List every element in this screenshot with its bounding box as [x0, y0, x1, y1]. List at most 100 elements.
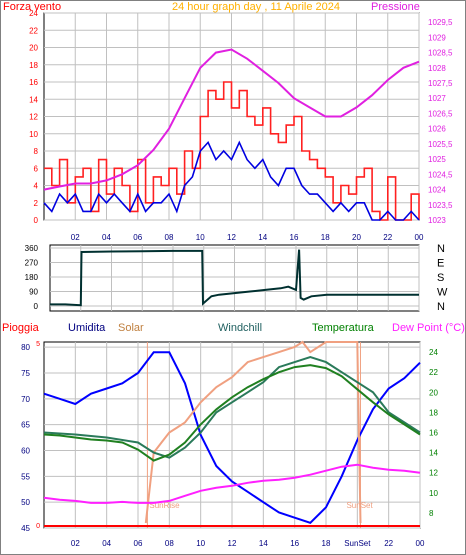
panel3-y-tick: 65 — [21, 421, 30, 430]
rain-label: Pioggia — [2, 322, 40, 334]
windchill-label: Windchill — [218, 322, 262, 334]
dewpoint-label: Dew Point (°C) — [392, 322, 465, 334]
panel1-x-tick: 08 — [165, 233, 174, 242]
panel1-x-tick: 00 — [415, 233, 424, 242]
panel3-x-tick: 02 — [71, 539, 80, 548]
panel1-x-tick: 22 — [383, 233, 392, 242]
panel1-y2-tick: 1023,5 — [428, 201, 453, 210]
panel3-rain-tick: 0 — [36, 523, 40, 530]
panel1-x-tick: 20 — [352, 233, 361, 242]
panel1-ticks: 02 04 06 08 10 12 14 16 18 20 22 000246810121416182… — [29, 9, 453, 242]
panel2-compass-label: E — [437, 258, 444, 270]
panel1-y-tick: 24 — [29, 9, 38, 18]
panel1-y2-tick: 1025 — [428, 155, 446, 164]
panel3-y2-tick: 12 — [429, 469, 438, 478]
panel2-ticks: 0 N 90 W 180 S 270 E 360 N — [25, 243, 448, 313]
panel1-y2-tick: 1028,5 — [428, 49, 453, 58]
panel1-y2-tick: 1029,5 — [428, 18, 453, 27]
panel1-y2-tick: 1026,5 — [428, 109, 453, 118]
panel1-x-tick: 04 — [102, 233, 111, 242]
wind-direction-panel: 0 N 90 W 180 S 270 E 360 N — [25, 243, 448, 313]
panel2-y-tick: 180 — [25, 273, 39, 282]
panel3-y2-tick: 24 — [429, 348, 438, 357]
panel3-y2-tick: 22 — [429, 368, 438, 377]
panel1-y-tick: 4 — [34, 182, 39, 191]
panel3-y-tick: 75 — [21, 369, 30, 378]
panel1-title: 24 hour graph day , 11 Aprile 2024 — [172, 1, 340, 13]
panel3-ticks: 02 04 06 08 10 12 14 16 18 SunSet 22 00455055606570… — [21, 341, 438, 548]
panel3-rain-tick: 5 — [36, 341, 40, 348]
panel3-x-tick: SunSet — [344, 539, 371, 548]
panel2-grid — [50, 245, 420, 311]
panel1-series-forza-vento — [44, 81, 420, 221]
temperature-label: Temperatura — [312, 322, 375, 334]
panel2-compass-label: W — [437, 287, 448, 299]
panel1-y-tick: 0 — [34, 216, 39, 225]
panel3-x-tick: 08 — [165, 539, 174, 548]
panel2-compass-label: S — [437, 272, 444, 284]
panel3-y2-tick: 10 — [429, 489, 438, 498]
panel1-series-wind — [43, 140, 420, 221]
panel3-x-tick: 00 — [416, 539, 425, 548]
panel1-x-tick: 10 — [196, 233, 205, 242]
panel1-y-tick: 14 — [29, 95, 38, 104]
panel1-y-tick: 6 — [34, 164, 39, 173]
panel1-y-tick: 8 — [34, 147, 39, 156]
panel2-compass-label: N — [437, 243, 445, 255]
panel3-y2-tick: 14 — [429, 449, 438, 458]
wind-speed-label: Forza vento — [3, 1, 61, 13]
panel1-x-tick: 06 — [133, 233, 142, 242]
panel1-x-tick: 14 — [258, 233, 267, 242]
panel3-x-tick: 22 — [384, 539, 393, 548]
panel3-header: Pioggia Umidita Solar Windchill Temperat… — [2, 322, 465, 334]
panel1-y2-tick: 1027,5 — [428, 79, 453, 88]
panel1-series-pressione — [43, 48, 420, 191]
panel2-y-tick: 270 — [25, 259, 39, 268]
panel2-series-direction — [50, 249, 419, 307]
panel1-y2-tick: 1029 — [428, 33, 446, 42]
panel1-y-tick: 2 — [34, 199, 39, 208]
panel3-y2-tick: 20 — [429, 388, 438, 397]
sunrise-annotation: SunRise — [149, 501, 180, 510]
panel3-series-solar — [144, 340, 362, 524]
panel1-series — [43, 48, 420, 221]
panel3-x-tick: 18 — [322, 539, 331, 548]
panel1-y-tick: 10 — [29, 130, 38, 139]
panel3-series-temperatura — [43, 364, 421, 462]
panel3-x-tick: 14 — [259, 539, 268, 548]
panel3-series-windchill — [43, 356, 421, 459]
panel3-y-tick: 70 — [21, 395, 30, 404]
panel3-x-tick: 06 — [134, 539, 143, 548]
pressure-label: Pressione — [371, 1, 420, 13]
panel1-y2-tick: 1024,5 — [428, 170, 453, 179]
panel3-series-umidita — [43, 351, 421, 524]
panel1-y2-tick: 1024 — [428, 186, 446, 195]
wind-pressure-panel: 02 04 06 08 10 12 14 16 18 20 22 000246810121416182… — [29, 9, 453, 242]
panel1-y-tick: 18 — [29, 61, 38, 70]
panel3-y-tick: 80 — [21, 343, 30, 352]
panel1-y2-tick: 1023 — [428, 216, 446, 225]
panel2-series — [50, 249, 419, 307]
panel3-y-tick: 55 — [21, 472, 30, 481]
panel3-series-dew-point-c- — [43, 463, 421, 504]
panel1-y-tick: 20 — [29, 44, 38, 53]
panel1-y-tick: 16 — [29, 78, 38, 87]
solar-label: Solar — [118, 322, 144, 334]
panel3-x-tick: 04 — [102, 539, 111, 548]
panel1-x-tick: 18 — [321, 233, 330, 242]
panel2-compass-label: N — [437, 301, 445, 313]
panel3-x-tick: 16 — [290, 539, 299, 548]
panel1-y2-tick: 1026 — [428, 125, 446, 134]
temperature-humidity-panel: 02 04 06 08 10 12 14 16 18 SunSet 22 00455055606570… — [21, 340, 438, 548]
panel1-y2-tick: 1027 — [428, 94, 446, 103]
panel1-x-tick: 16 — [290, 233, 299, 242]
panel1-y-tick: 12 — [29, 113, 38, 122]
panel3-y-tick: 60 — [21, 447, 30, 456]
panel3-x-tick: 12 — [228, 539, 237, 548]
panel2-y-tick: 90 — [29, 288, 38, 297]
panel1-x-tick: 02 — [71, 233, 80, 242]
panel3-y2-tick: 18 — [429, 408, 438, 417]
panel3-y2-tick: 8 — [429, 509, 434, 518]
panel2-y-tick: 0 — [34, 302, 39, 311]
